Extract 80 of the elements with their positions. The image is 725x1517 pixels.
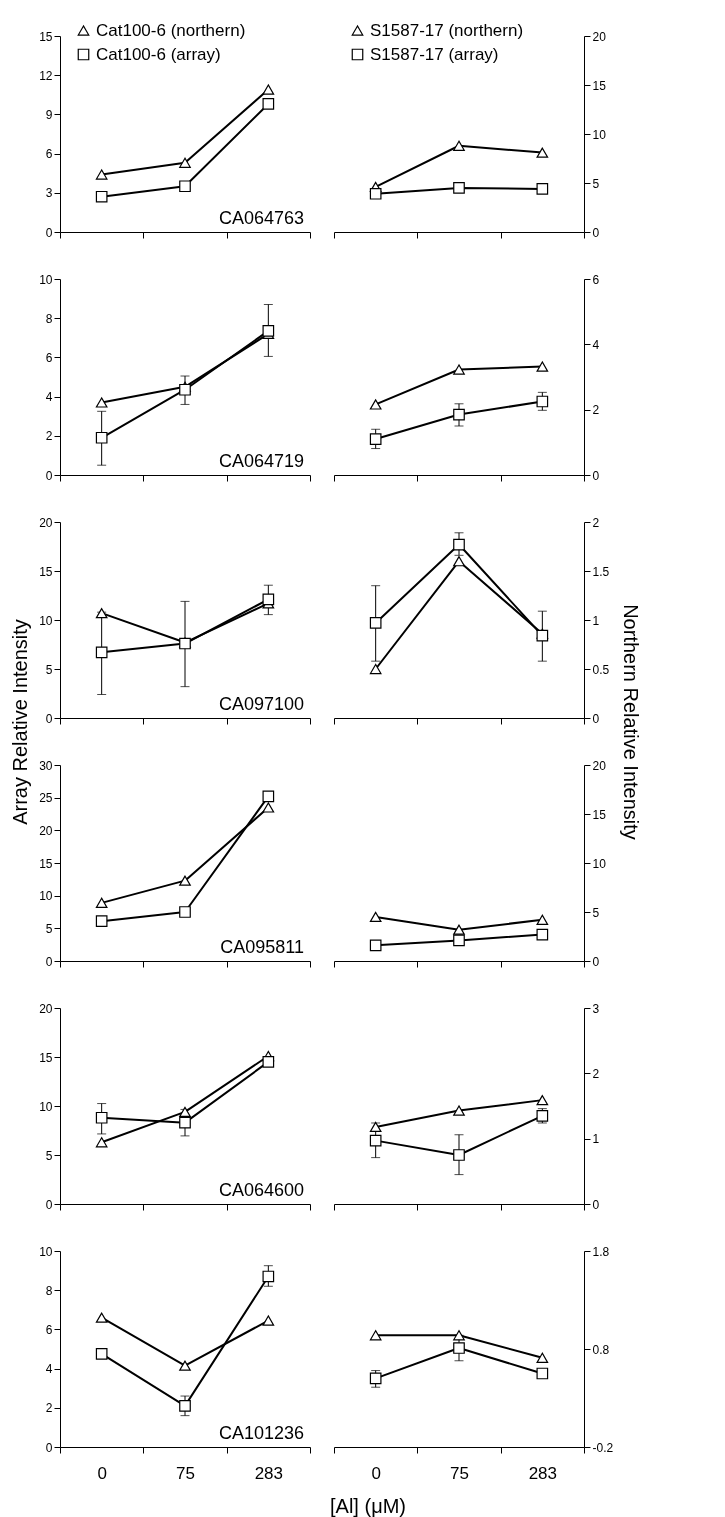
y2-tick-label: 10 [592, 127, 607, 142]
x-tick-label: 0 [97, 1463, 107, 1483]
y-tick-label: 0 [45, 1440, 53, 1455]
annotation: CA101236 [218, 1423, 304, 1443]
y2-tick-label: 0.5 [592, 662, 610, 677]
y2-tick-label: 6 [592, 272, 600, 287]
y2-tick-label: -0.2 [592, 1440, 614, 1455]
y2-axis-title: Northern Relative Intensity [620, 604, 642, 840]
y-tick-label: 0 [45, 468, 53, 483]
y-tick-label: 0 [45, 711, 53, 726]
y-tick-label: 12 [39, 68, 53, 83]
x-tick-label: 283 [528, 1463, 558, 1483]
annotation: CA064600 [218, 1180, 304, 1200]
y2-tick-label: 1.8 [592, 1244, 610, 1259]
y-tick-label: 10 [39, 889, 53, 904]
y-tick-label: 6 [45, 350, 53, 365]
y-tick-label: 2 [45, 429, 53, 444]
x-tick-label: 75 [176, 1463, 195, 1483]
y2-tick-label: 0 [592, 954, 600, 969]
y2-tick-label: 0 [592, 468, 600, 483]
y-tick-label: 10 [39, 1099, 53, 1114]
y-tick-label: 15 [39, 856, 53, 871]
y-tick-label: 6 [45, 147, 53, 162]
y2-tick-label: 1 [592, 613, 600, 628]
y-tick-label: 8 [45, 1283, 53, 1298]
y-tick-label: 4 [45, 1362, 53, 1377]
legend-label: Cat100-6 (array) [96, 44, 221, 64]
y-tick-label: 6 [45, 1322, 53, 1337]
y2-tick-label: 20 [592, 758, 607, 773]
y2-tick-label: 1.5 [592, 564, 610, 579]
y-tick-label: 15 [39, 1050, 53, 1065]
y-tick-label: 4 [45, 390, 53, 405]
y2-tick-label: 2 [592, 1066, 600, 1081]
legend-label: S1587-17 (northern) [370, 20, 524, 40]
y2-tick-label: 0 [592, 1197, 600, 1212]
y-tick-label: 20 [39, 1001, 53, 1016]
y-tick-label: 2 [45, 1401, 53, 1416]
y2-tick-label: 0 [592, 711, 600, 726]
y-tick-label: 20 [39, 515, 53, 530]
x-tick-label: 0 [371, 1463, 381, 1483]
y-tick-label: 0 [45, 954, 53, 969]
y-tick-label: 5 [45, 1148, 53, 1163]
y-tick-label: 5 [45, 921, 53, 936]
y2-tick-label: 4 [592, 337, 600, 352]
y2-tick-label: 20 [592, 29, 607, 44]
annotation: CA064763 [218, 208, 304, 228]
y2-tick-label: 0 [592, 225, 600, 240]
y2-tick-label: 15 [592, 807, 607, 822]
y2-tick-label: 2 [592, 515, 600, 530]
y-tick-label: 8 [45, 311, 53, 326]
annotation: CA064719 [218, 451, 304, 471]
x-axis-title: [Al] (μM) [330, 1495, 406, 1517]
y-tick-label: 10 [39, 1244, 53, 1259]
y2-tick-label: 5 [592, 905, 600, 920]
y2-tick-label: 1 [592, 1132, 600, 1147]
y2-tick-label: 10 [592, 856, 607, 871]
y-axis-title: Array Relative Intensity [9, 619, 31, 825]
legend-label: Cat100-6 (northern) [96, 20, 246, 40]
y-tick-label: 15 [39, 564, 53, 579]
y-tick-label: 5 [45, 662, 53, 677]
y2-tick-label: 3 [592, 1001, 600, 1016]
y-tick-label: 0 [45, 1197, 53, 1212]
x-tick-label: 75 [450, 1463, 469, 1483]
y-tick-label: 10 [39, 613, 53, 628]
y-tick-label: 0 [45, 225, 53, 240]
y2-tick-label: 0.8 [592, 1342, 610, 1357]
y-tick-label: 9 [45, 107, 53, 122]
annotation: CA095811 [220, 937, 304, 957]
y-tick-label: 20 [39, 823, 53, 838]
y-tick-label: 25 [39, 791, 53, 806]
x-tick-label: 283 [254, 1463, 284, 1483]
legend-label: S1587-17 (array) [370, 44, 499, 64]
y-tick-label: 15 [39, 29, 53, 44]
y-tick-label: 30 [39, 758, 53, 773]
annotation: CA097100 [218, 694, 304, 714]
y-tick-label: 3 [45, 186, 53, 201]
y2-tick-label: 2 [592, 403, 600, 418]
y2-tick-label: 5 [592, 176, 600, 191]
y-tick-label: 10 [39, 272, 53, 287]
y2-tick-label: 15 [592, 78, 607, 93]
